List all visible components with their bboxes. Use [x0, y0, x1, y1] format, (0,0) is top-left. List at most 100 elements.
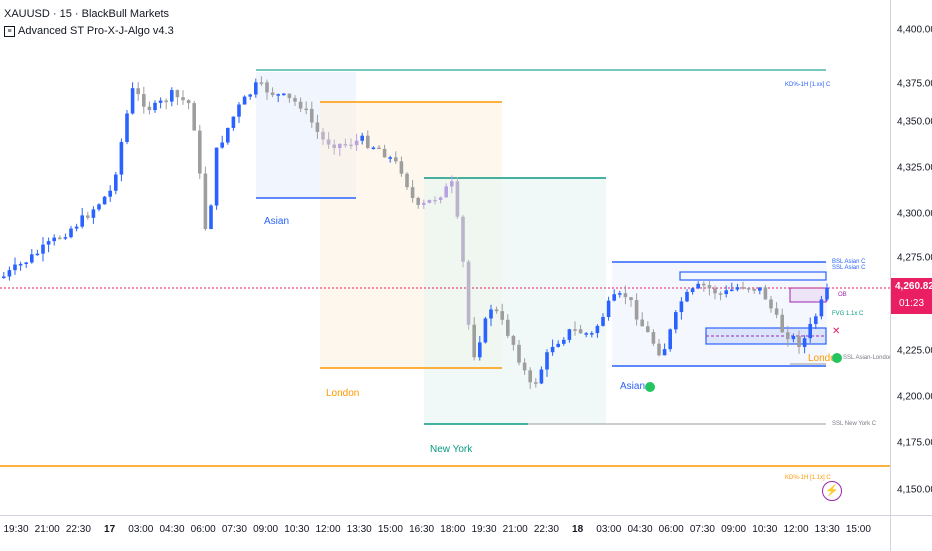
symbol-title[interactable]: XAUUSD · 15 · BlackBull Markets: [4, 8, 170, 20]
candle-body: [629, 297, 633, 301]
newyork-session-box: [424, 178, 606, 424]
candle-body: [595, 325, 600, 334]
chart-area[interactable]: XAUUSD · 15 · BlackBull Markets ≡ Advance…: [0, 0, 898, 515]
candle-body: [713, 288, 717, 294]
time-tick-label: 22:30: [533, 524, 559, 535]
candle-body: [797, 335, 801, 347]
time-tick-label: 10:30: [752, 524, 778, 535]
candle-body: [780, 314, 784, 333]
candle-body: [35, 253, 40, 256]
candle-body: [758, 287, 762, 291]
candle-body: [601, 317, 605, 326]
time-tick-label: 09:00: [721, 524, 747, 535]
ssl-ny-label: SSL New York C: [832, 421, 877, 427]
time-tick-label: 13:30: [814, 524, 840, 535]
ssl-london-label: SSL Asian-London C: [843, 355, 899, 361]
candle-body: [181, 97, 185, 101]
candle-body: [506, 319, 510, 336]
candle-body: [119, 141, 124, 175]
candle-body: [724, 290, 728, 295]
candle-body: [74, 226, 79, 229]
ob-label: OB: [838, 292, 847, 298]
candle-body: [679, 301, 684, 313]
candle-body: [7, 270, 12, 277]
candle-body: [461, 216, 465, 262]
candle-body: [315, 122, 320, 132]
candle-body: [696, 283, 700, 289]
bolt-icon[interactable]: ⚡: [822, 481, 842, 501]
indicator-name[interactable]: Advanced ST Pro-X-J-Algo v4.3: [18, 25, 174, 37]
candle-body: [511, 335, 516, 345]
candle-body: [203, 173, 208, 230]
candle-body: [287, 93, 292, 99]
candle-body: [354, 140, 359, 146]
candle-body: [125, 113, 129, 142]
time-tick-label: 15:00: [845, 524, 871, 535]
candle-body: [265, 82, 269, 93]
candle-body: [763, 287, 768, 300]
candle-body: [242, 96, 247, 105]
candle-body: [382, 148, 387, 158]
candle-body: [209, 205, 213, 230]
candle-body: [539, 369, 544, 384]
candle-body: [612, 294, 616, 301]
ssl-asian-label: SSL Asian C: [832, 265, 866, 271]
time-tick-label: 15:00: [377, 524, 403, 535]
candle-body: [130, 88, 135, 114]
time-axis[interactable]: 19:30 21:00 22:30 17 03:00 04:30 06:00 07:30 09:…: [0, 515, 890, 551]
candle-body: [405, 173, 409, 188]
price-axis[interactable]: 4,400.00 4,375.00 4,350.00 4,325.00 4,300.00…: [890, 0, 932, 515]
candle-body: [623, 293, 628, 298]
time-tick-label: 06:00: [190, 524, 216, 535]
candle-body: [192, 103, 196, 131]
fvg-label: FVG 1.1x C: [832, 311, 864, 317]
candle-body: [198, 130, 202, 174]
candle-body: [153, 102, 157, 111]
candle-body: [276, 94, 280, 96]
candle-body: [416, 197, 420, 205]
candle-body: [825, 287, 829, 300]
candle-body: [86, 215, 90, 218]
asian-label: Asian: [264, 216, 290, 227]
x-mark-icon: ✕: [832, 326, 841, 337]
indicator-icon[interactable]: ≡: [4, 26, 15, 37]
price-tick-label: 4,300.00: [897, 208, 932, 220]
candle-body: [18, 263, 23, 266]
candle-body: [80, 215, 84, 227]
asian-dot-icon: [645, 382, 655, 392]
price-tick-label: 4,275.00: [897, 252, 932, 264]
candle-body: [410, 187, 415, 198]
candle-body: [24, 262, 28, 264]
candle-body: [13, 264, 17, 271]
candle-body: [41, 244, 45, 254]
time-tick-label: 06:00: [658, 524, 684, 535]
candlestick-chart[interactable]: [0, 0, 890, 515]
candle-body: [741, 287, 745, 289]
candle-body: [427, 199, 432, 203]
candle-body: [399, 161, 404, 174]
london-dot-icon: [832, 353, 842, 363]
candle-body: [298, 101, 303, 109]
time-tick-label: 10:30: [284, 524, 310, 535]
asian-label-2: Asian: [620, 381, 646, 392]
candle-body: [270, 92, 275, 96]
candle-body: [517, 344, 521, 363]
candle-body: [651, 332, 656, 344]
candle-body: [702, 283, 706, 286]
candles-group: [2, 76, 829, 389]
candle-body: [377, 147, 381, 150]
candle-body: [640, 319, 644, 327]
candle-body: [786, 332, 790, 340]
candle-body: [567, 329, 572, 340]
candle-body: [282, 93, 286, 96]
candle-body: [186, 100, 191, 104]
candle-body: [483, 318, 488, 343]
candle-body: [646, 326, 650, 333]
candle-body: [707, 285, 712, 289]
candle-body: [63, 237, 68, 239]
price-tick-label: 4,375.00: [897, 78, 932, 90]
candle-body: [248, 94, 252, 97]
candle-body: [478, 342, 482, 358]
candle-body: [214, 147, 219, 206]
candle-body: [366, 135, 370, 148]
